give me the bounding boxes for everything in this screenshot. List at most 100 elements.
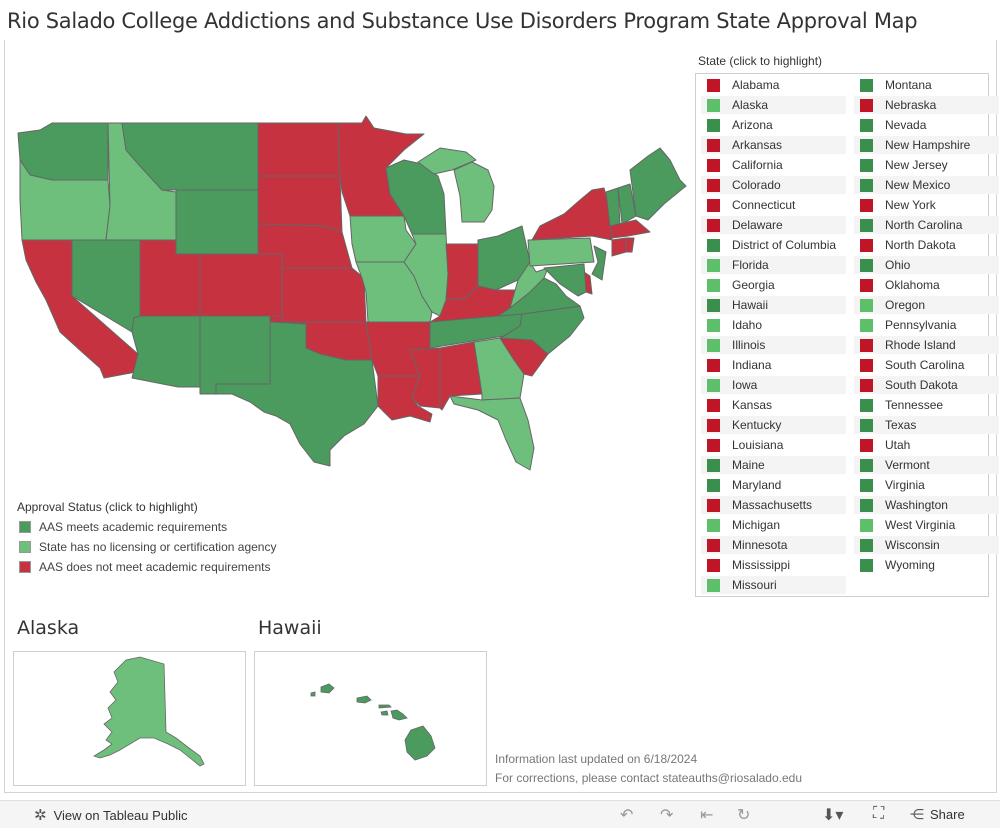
state-list-item[interactable]: Texas: [854, 416, 999, 434]
state-list-item[interactable]: Indiana: [701, 356, 846, 374]
redo-icon[interactable]: ↷: [660, 807, 674, 824]
state-list-item[interactable]: South Dakota: [854, 376, 999, 394]
state-michigan[interactable]: [417, 147, 495, 223]
state-list-item[interactable]: North Dakota: [854, 236, 999, 254]
state-arizona[interactable]: [131, 315, 201, 388]
state-list-item[interactable]: Illinois: [701, 336, 846, 354]
state-new-mexico[interactable]: [199, 315, 271, 395]
revert-icon[interactable]: ⇤: [700, 807, 714, 824]
hawaii-island[interactable]: [380, 710, 389, 716]
hawaii-island[interactable]: [320, 683, 335, 694]
state-list-item[interactable]: New Jersey: [854, 156, 999, 174]
state-pennsylvania[interactable]: [527, 237, 595, 267]
hawaii-island[interactable]: [356, 695, 372, 704]
state-list-item[interactable]: Vermont: [854, 456, 999, 474]
state-list-item[interactable]: Connecticut: [701, 196, 846, 214]
state-list-item[interactable]: Rhode Island: [854, 336, 999, 354]
state-list-item[interactable]: Florida: [701, 256, 846, 274]
hawaii-island[interactable]: [390, 709, 408, 721]
hawaii-map[interactable]: [255, 652, 488, 787]
state-new-york[interactable]: [531, 187, 613, 241]
state-list-item[interactable]: Maryland: [701, 476, 846, 494]
share-button[interactable]: ⋲ Share: [910, 806, 965, 823]
hawaii-island[interactable]: [378, 704, 392, 709]
state-list-item[interactable]: Utah: [854, 436, 999, 454]
state-north-dakota[interactable]: [257, 122, 341, 177]
state-list-item[interactable]: Kentucky: [701, 416, 846, 434]
state-list-item[interactable]: West Virginia: [854, 516, 999, 534]
state-swatch: [860, 318, 873, 332]
state-colorado[interactable]: [199, 253, 283, 317]
state-list-item[interactable]: Iowa: [701, 376, 846, 394]
state-massachusetts[interactable]: [609, 219, 651, 239]
state-label: Washington: [885, 498, 948, 512]
state-iowa[interactable]: [349, 215, 417, 263]
alaska-map[interactable]: [14, 652, 247, 787]
state-list-item[interactable]: Wisconsin: [854, 536, 999, 554]
state-list-item[interactable]: Georgia: [701, 276, 846, 294]
state-list-item[interactable]: New Hampshire: [854, 136, 999, 154]
state-list-item[interactable]: Maine: [701, 456, 846, 474]
hawaii-island[interactable]: [404, 725, 436, 761]
state-list-item[interactable]: Oregon: [854, 296, 999, 314]
state-south-dakota[interactable]: [257, 175, 343, 233]
hawaii-inset[interactable]: [254, 651, 487, 786]
state-list-item[interactable]: Oklahoma: [854, 276, 999, 294]
state-list-item[interactable]: Delaware: [701, 216, 846, 234]
state-connecticut[interactable]: [611, 237, 627, 257]
legend-item-meets[interactable]: AAS meets academic requirements: [19, 519, 227, 535]
state-wisconsin[interactable]: [385, 159, 447, 235]
state-maryland[interactable]: [543, 263, 587, 297]
state-north-carolina[interactable]: [499, 305, 585, 355]
state-kansas[interactable]: [281, 267, 367, 323]
state-florida[interactable]: [449, 395, 535, 471]
state-list-item[interactable]: Tennessee: [854, 396, 999, 414]
legend-item-not-meet[interactable]: AAS does not meet academic requirements: [19, 559, 270, 575]
state-list-item[interactable]: Mississippi: [701, 556, 846, 574]
state-list-item[interactable]: Alaska: [701, 96, 846, 114]
state-list-item[interactable]: Kansas: [701, 396, 846, 414]
state-list-item[interactable]: Massachusetts: [701, 496, 846, 514]
state-list-item[interactable]: Alabama: [701, 76, 846, 94]
state-list-item[interactable]: Pennsylvania: [854, 316, 999, 334]
state-list-item[interactable]: Michigan: [701, 516, 846, 534]
state-list-item[interactable]: Arizona: [701, 116, 846, 134]
state-minnesota[interactable]: [337, 115, 425, 217]
state-list-item[interactable]: Colorado: [701, 176, 846, 194]
hawaii-island[interactable]: [310, 691, 316, 697]
state-list-item[interactable]: North Carolina: [854, 216, 999, 234]
state-list-item[interactable]: Arkansas: [701, 136, 846, 154]
state-list-item[interactable]: Louisiana: [701, 436, 846, 454]
refresh-icon[interactable]: ↻: [737, 807, 751, 824]
state-maine[interactable]: [629, 147, 687, 221]
state-list-item[interactable]: Minnesota: [701, 536, 846, 554]
state-texas[interactable]: [215, 321, 379, 467]
state-list-item[interactable]: Idaho: [701, 316, 846, 334]
view-on-tableau-button[interactable]: ✲ View on Tableau Public: [34, 806, 188, 824]
state-list-item[interactable]: New Mexico: [854, 176, 999, 194]
state-list-item[interactable]: Virginia: [854, 476, 999, 494]
alaska-inset[interactable]: [13, 651, 246, 786]
state-list-item[interactable]: South Carolina: [854, 356, 999, 374]
fullscreen-icon[interactable]: ⛶: [873, 805, 885, 822]
state-list-item[interactable]: Missouri: [701, 576, 846, 594]
state-swatch: [860, 138, 873, 152]
undo-icon[interactable]: ↶: [620, 807, 634, 824]
legend-item-no-agency[interactable]: State has no licensing or certification …: [19, 539, 276, 555]
state-list-item[interactable]: Montana: [854, 76, 999, 94]
state-list-item[interactable]: Ohio: [854, 256, 999, 274]
state-list-item[interactable]: California: [701, 156, 846, 174]
state-rhode-island[interactable]: [625, 237, 635, 253]
state-list-item[interactable]: District of Columbia: [701, 236, 846, 254]
state-list-panel[interactable]: Alabama Alaska Arizona Arkansas California Co…: [695, 73, 999, 597]
state-list-item[interactable]: Nevada: [854, 116, 999, 134]
state-list-item[interactable]: Washington: [854, 496, 999, 514]
download-icon[interactable]: ⬇▾: [822, 807, 844, 824]
state-new-jersey[interactable]: [591, 245, 607, 281]
state-washington[interactable]: [17, 122, 109, 181]
state-list-item[interactable]: Nebraska: [854, 96, 999, 114]
state-list-item[interactable]: New York: [854, 196, 999, 214]
state-list-item[interactable]: Wyoming: [854, 556, 999, 574]
state-list-item[interactable]: Hawaii: [701, 296, 846, 314]
state-wyoming[interactable]: [175, 189, 259, 255]
